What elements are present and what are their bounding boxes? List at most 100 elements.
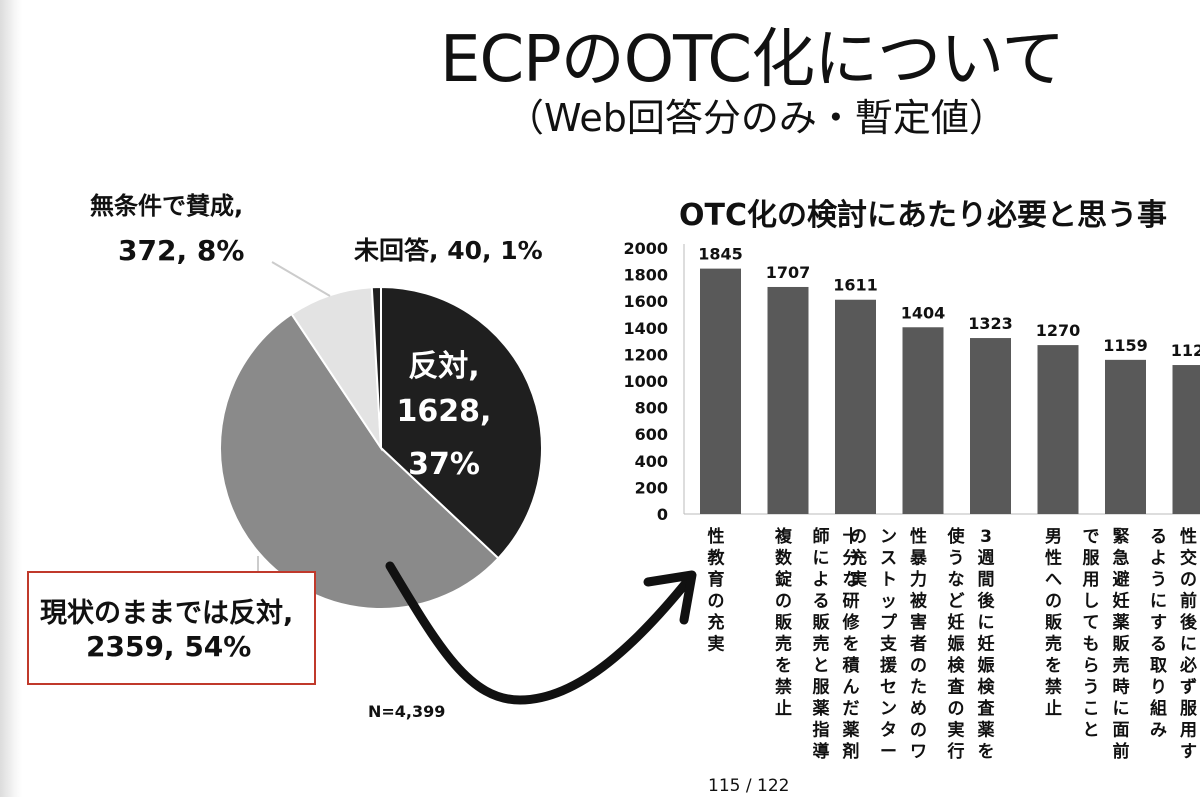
svg-text:ん: ん (843, 678, 860, 698)
svg-text:3: 3 (980, 527, 992, 547)
highlight-box (27, 571, 316, 685)
svg-text:み: み (1150, 721, 1167, 741)
svg-text:検: 検 (978, 677, 996, 698)
svg-text:の: の (948, 699, 965, 719)
svg-text:を: を (1045, 656, 1062, 676)
arrow-head-icon (643, 570, 697, 625)
bar-value-label: 1611 (833, 276, 878, 295)
svg-text:緊: 緊 (1113, 527, 1130, 547)
svg-text:て: て (1083, 613, 1100, 633)
svg-text:面: 面 (1113, 721, 1130, 741)
bar-6 (1037, 345, 1079, 514)
pie-label-agree-name: 無条件で賛成, (90, 192, 244, 220)
svg-text:査: 査 (977, 698, 996, 719)
pie-label-oppose-count: 1628, (396, 394, 492, 429)
svg-text:妊: 妊 (978, 634, 995, 655)
svg-text:売: 売 (813, 634, 830, 655)
svg-text:修: 修 (842, 612, 861, 633)
svg-text:に: に (978, 613, 995, 633)
svg-text:研: 研 (843, 592, 860, 612)
svg-text:の: の (850, 527, 867, 547)
svg-text:に: に (813, 549, 830, 569)
svg-text:売: 売 (1113, 655, 1130, 676)
svg-text:数: 数 (775, 548, 793, 569)
bar-5 (970, 338, 1011, 514)
svg-text:被: 被 (910, 591, 927, 612)
pie-chart (219, 285, 543, 610)
callout-arrow (385, 561, 695, 705)
svg-text:す: す (1180, 742, 1197, 762)
svg-text:で: で (1083, 527, 1100, 547)
bar-7 (1105, 359, 1146, 514)
svg-text:ら: ら (1083, 656, 1100, 676)
svg-text:査: 査 (947, 677, 966, 698)
page-total: 122 (757, 776, 790, 796)
svg-text:娠: 娠 (978, 655, 996, 676)
svg-text:売: 売 (775, 634, 792, 655)
svg-text:止: 止 (1045, 698, 1062, 719)
svg-text:行: 行 (947, 741, 965, 762)
svg-text:な: な (948, 570, 965, 590)
y-tick-label: 1600 (623, 292, 668, 311)
svg-text:り: り (1150, 678, 1167, 698)
pie-slice-no-answer (370, 285, 382, 449)
svg-text:止: 止 (775, 698, 792, 719)
svg-text:実: 実 (708, 634, 725, 655)
page-indicator: 115 / 122 (708, 776, 789, 796)
svg-text:薬: 薬 (978, 721, 995, 741)
pie-slice-oppose (380, 285, 543, 560)
bar-value-label: 1120 (1171, 341, 1200, 360)
svg-text:時: 時 (1113, 677, 1130, 698)
slide-left-edge (0, 0, 22, 797)
svg-text:売: 売 (1045, 634, 1062, 655)
svg-text:充: 充 (850, 548, 867, 569)
bar-value-label: 1404 (901, 303, 946, 322)
y-tick-label: 200 (635, 478, 668, 497)
svg-text:害: 害 (910, 612, 927, 633)
svg-text:の: の (1045, 592, 1062, 612)
svg-text:援: 援 (880, 655, 898, 676)
y-tick-label: 1800 (623, 266, 668, 285)
svg-text:必: 必 (1179, 655, 1197, 676)
svg-text:実: 実 (948, 720, 965, 741)
page-separator: / (745, 776, 752, 796)
svg-text:る: る (1150, 635, 1167, 655)
svg-text:ス: ス (880, 549, 897, 569)
sample-size-label: N=4,399 (368, 702, 446, 721)
svg-text:ー: ー (880, 742, 897, 762)
svg-text:販: 販 (813, 612, 831, 633)
svg-text:ン: ン (880, 699, 897, 719)
svg-text:複: 複 (774, 526, 793, 547)
svg-text:急: 急 (1113, 548, 1130, 569)
svg-text:後: 後 (1180, 612, 1198, 633)
svg-text:販: 販 (1113, 634, 1131, 655)
pie-slice-current-oppose (219, 312, 500, 610)
svg-text:性: 性 (910, 526, 927, 547)
svg-text:導: 導 (813, 741, 830, 762)
bar-chart-title: OTC化の検討にあたり必要と思う事 (679, 198, 1167, 233)
svg-text:暴: 暴 (909, 549, 928, 569)
slide-title: ECPのOTC化について (440, 23, 1065, 97)
slide-subtitle: （Web回答分のみ・暫定値） (506, 96, 1007, 140)
svg-text:分: 分 (843, 549, 860, 569)
svg-text:ワ: ワ (910, 742, 927, 762)
y-tick-label: 0 (657, 505, 668, 524)
svg-text:男: 男 (1045, 527, 1062, 547)
svg-text:支: 支 (880, 634, 898, 655)
bar-value-label: 1159 (1103, 336, 1148, 355)
svg-text:週: 週 (978, 549, 995, 569)
svg-text:薬: 薬 (813, 699, 830, 719)
svg-text:娠: 娠 (948, 634, 966, 655)
svg-text:組: 組 (1150, 698, 1167, 719)
svg-text:者: 者 (909, 634, 927, 655)
svg-text:に: に (1150, 592, 1167, 612)
svg-text:薬: 薬 (1113, 613, 1130, 633)
svg-text:こ: こ (1083, 699, 1100, 719)
